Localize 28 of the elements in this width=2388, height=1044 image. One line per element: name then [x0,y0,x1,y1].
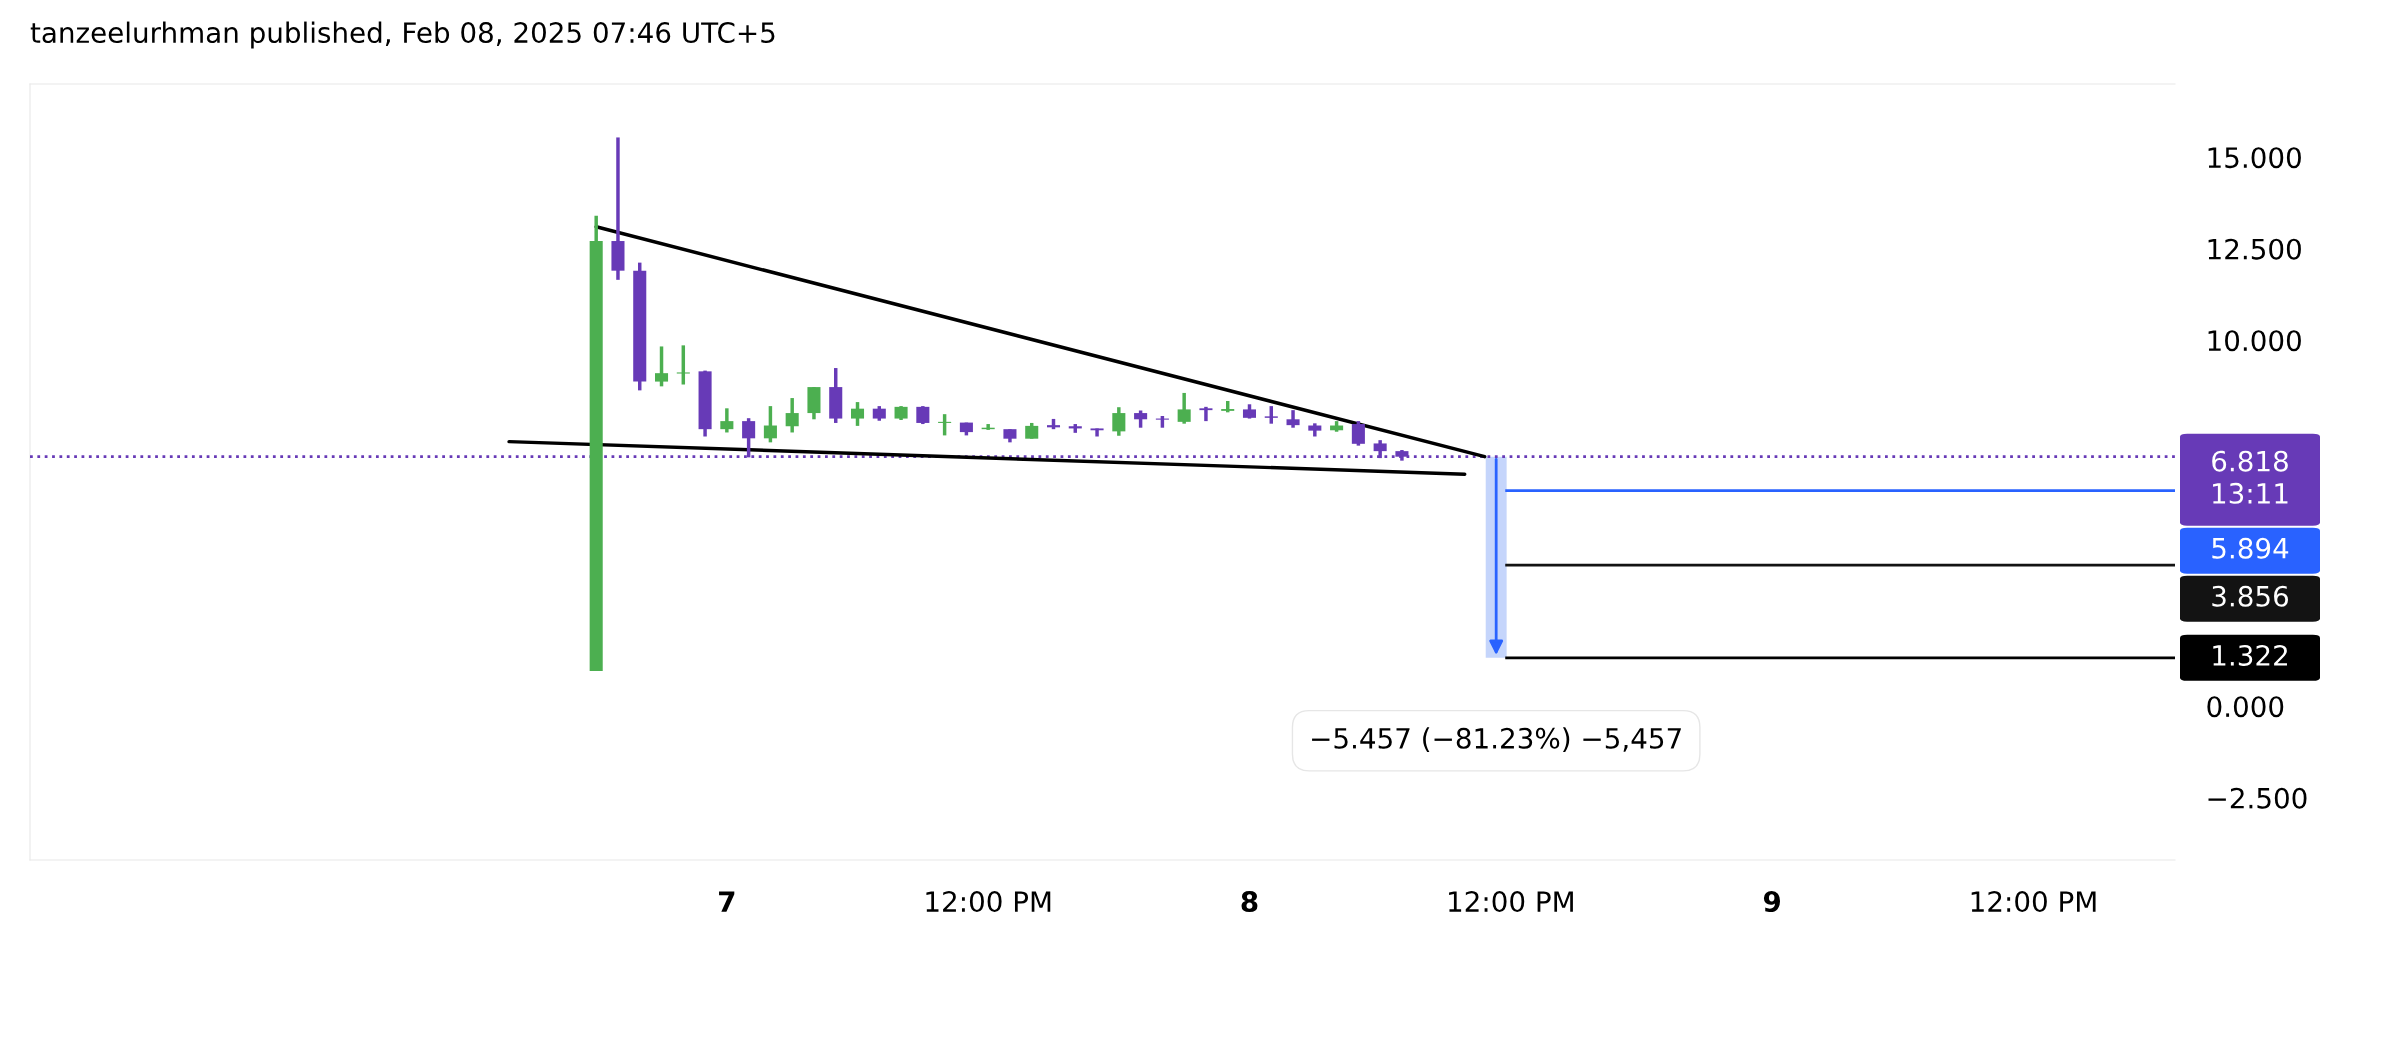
ref-line-label: 1.322 [2213,644,2287,666]
chart-title: tanzeelurhman published, Feb 08, 2025 07:46 UTC+5 [30,21,775,49]
candlestick [1199,406,1213,423]
candlestick [1177,391,1191,424]
candlestick [763,406,777,443]
candlestick [785,398,799,433]
y-tick-label: 10.000 [2208,330,2301,352]
x-tick-label: 12:00 PM [1449,891,1573,913]
candlestick [1112,407,1126,436]
ref-line-label: 6.818 13:11 [2212,450,2288,504]
x-tick-label: 7 [719,891,735,912]
candlestick [1351,421,1365,446]
candlestick [676,345,690,385]
y-tick-label: 12.500 [2208,238,2301,260]
x-tick-label: 12:00 PM [926,891,1051,913]
candlestick [720,408,734,433]
x-tick-label: 9 [1763,891,1781,913]
candlestick [654,346,669,387]
annotation: −5.457 (−81.23%) −5,457 [1312,727,1681,753]
x-tick-label: 12:00 PM [1971,891,2096,913]
y-tick-label: −2.500 [2208,787,2307,809]
candlestick [938,414,952,436]
ref-line-label: 5.894 [2212,537,2289,559]
x-tick-label: 8 [1241,891,1258,913]
y-tick-label: 0.000 [2207,696,2284,718]
ref-line-label: 3.856 [2212,585,2289,607]
y-tick-label: 15.000 [2208,147,2301,169]
candlestick [850,402,865,426]
